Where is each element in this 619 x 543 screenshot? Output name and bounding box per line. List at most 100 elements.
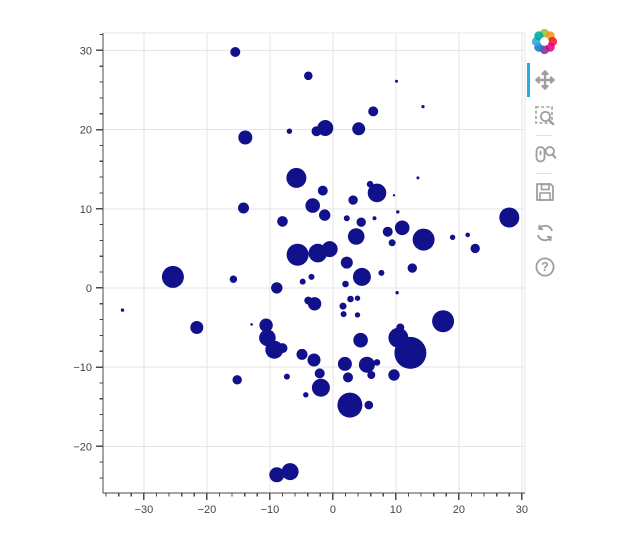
scatter-point [396,210,400,214]
scatter-point [395,291,399,295]
bokeh-logo-dot [534,31,544,41]
scatter-point [314,368,325,379]
wheel-zoom-icon [535,146,557,163]
scatter-point [286,128,293,134]
x-tick-label: −20 [198,504,217,516]
y-tick-label: −10 [73,362,92,374]
scatter-point [308,273,315,280]
scatter-point [416,176,420,180]
scatter-point [277,343,288,354]
svg-text:?: ? [541,260,549,274]
scatter-point [286,167,307,188]
scatter-point [161,265,184,288]
scatter-point [286,243,309,266]
scatter-point [432,310,455,333]
scatter-point [353,332,368,348]
scatter-point [238,130,253,145]
scatter-point [238,202,249,214]
y-tick-label: 0 [86,283,92,295]
scatter-point [388,369,400,381]
scatter-point [299,278,306,285]
scatter-point [394,220,410,236]
scatter-point [342,280,349,288]
scatter-point [311,378,330,397]
scatter-point [352,267,371,286]
scatter-point [296,348,308,360]
scatter-point [259,318,273,332]
x-tick-label: −30 [135,504,154,516]
scatter-point [352,122,366,136]
scatter-point [373,359,381,366]
toolbar-separator [536,173,552,174]
scatter-point [120,308,125,312]
scatter-point [319,209,331,221]
scatter-point [348,195,358,205]
x-tick-label: 10 [390,504,402,516]
y-tick-label: −20 [73,441,92,453]
scatter-point [303,392,309,398]
scatter-point [354,312,361,318]
x-tick-label: 0 [330,504,336,516]
scatter-point [412,228,435,251]
save-icon [536,183,554,201]
scatter-point [283,373,290,380]
scatter-point [367,183,387,203]
bokeh-logo[interactable] [531,28,558,55]
pan-tool-button[interactable] [527,63,559,97]
scatter-point [311,126,322,137]
scatter-point [378,269,385,276]
scatter-point [372,216,377,221]
scatter-point [394,336,427,369]
wheel-zoom-tool-button[interactable] [531,140,559,168]
scatter-point [304,296,313,305]
scatter-point [271,282,283,294]
scatter-point [396,323,405,332]
help-tool-button[interactable]: ? [531,253,559,281]
scatter-point [337,356,352,371]
scatter-point [368,106,379,117]
box-zoom-icon [535,106,555,126]
scatter-point [465,232,471,238]
scatter-point [232,375,242,385]
bokeh-logo-center [540,37,549,46]
scatter-point [354,295,361,301]
scatter-point [277,216,288,227]
scatter-point [347,295,354,303]
scatter-point [321,241,338,258]
scatter-point [356,217,366,227]
x-tick-label: −10 [261,504,280,516]
scatter-point [499,207,520,228]
reset-tool-button[interactable] [531,219,559,247]
toolbar-separator [536,135,552,136]
scatter-point [230,47,241,57]
y-tick-label: 10 [80,204,92,216]
scatter-point [305,198,321,213]
scatter-point [449,234,456,240]
scatter-point [304,71,313,81]
box-zoom-tool-button[interactable] [531,102,559,130]
y-tick-label: 20 [80,125,92,137]
scatter-point [470,243,480,254]
scatter-point [367,371,376,379]
x-tick-label: 30 [516,504,528,516]
scatter-point [392,194,396,197]
y-tick-label: 30 [80,45,92,57]
scatter-point [317,185,328,196]
scatter-point [407,263,417,273]
scatter-point [269,467,285,483]
scatter-point [339,302,347,310]
x-tick-label: 20 [453,504,465,516]
scatter-point [421,105,425,109]
scatter-point [358,356,375,373]
scatter-point [281,463,299,481]
help-icon: ? [535,257,555,277]
save-tool-button[interactable] [531,178,559,206]
scatter-point [347,228,365,245]
reset-icon [537,224,553,242]
bokeh-logo-icon [531,28,558,55]
scatter-point [343,372,353,383]
scatter-point [250,323,253,326]
scatter-point [382,226,393,237]
